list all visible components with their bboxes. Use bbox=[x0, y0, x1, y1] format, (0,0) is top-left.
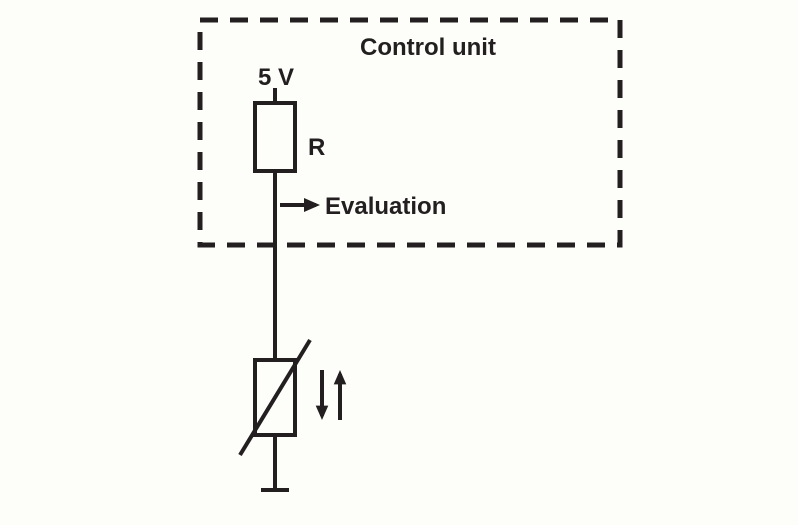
resistor bbox=[255, 103, 295, 171]
control-unit-label: Control unit bbox=[360, 34, 496, 61]
circuit-diagram: Control unit 5 V R Evaluation bbox=[0, 0, 798, 525]
resistor-label: R bbox=[308, 134, 325, 161]
voltage-label: 5 V bbox=[258, 64, 294, 91]
evaluation-label: Evaluation bbox=[325, 193, 446, 220]
